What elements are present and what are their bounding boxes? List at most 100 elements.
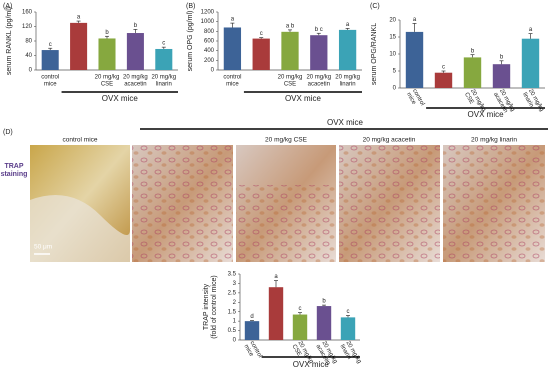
- y-axis-label: TRAP intensity(fold of control mice): [203, 275, 218, 338]
- bar: [310, 35, 328, 70]
- bar: [434, 72, 453, 88]
- group-label: OVX mice: [293, 360, 330, 369]
- significance-letter: c: [299, 306, 302, 312]
- y-tick-label: 0: [393, 86, 397, 92]
- panel-label: (B): [186, 3, 195, 10]
- bar: [126, 33, 144, 70]
- y-tick-label: 400: [204, 48, 215, 54]
- scale-bar-label: 50 μm: [34, 244, 52, 251]
- x-tick-label: 20 mg/kglinarin: [339, 340, 363, 368]
- significance-letter: b: [105, 30, 109, 36]
- group-label: OVX mice: [102, 94, 139, 103]
- y-axis-label: serum RANKL (pg/ml): [6, 7, 13, 75]
- y-tick-label: 0: [211, 68, 215, 74]
- significance-letter: c: [162, 41, 165, 47]
- photo-label: 20 mg/kg CSE: [265, 137, 308, 144]
- photo-panel: [30, 128, 548, 262]
- significance-letter: b c: [315, 27, 323, 33]
- bar: [98, 38, 116, 70]
- significance-letter: a: [231, 17, 235, 23]
- photo-label: 20 mg/kg linarin: [471, 137, 517, 144]
- y-tick-label: 0: [233, 338, 237, 344]
- significance-letter: a: [346, 22, 350, 28]
- photo-detail: [443, 145, 545, 262]
- bar: [492, 64, 511, 88]
- significance-letter: c: [260, 31, 263, 37]
- bar: [155, 48, 173, 70]
- x-tick-label: controlmice: [405, 88, 425, 110]
- bar: [281, 31, 299, 70]
- photo-detail: [339, 145, 440, 262]
- significance-letter: c: [347, 309, 350, 315]
- y-tick-label: 10: [389, 52, 396, 58]
- bar: [338, 29, 357, 71]
- y-tick-label: 15: [389, 35, 396, 41]
- group-label: OVX mice: [468, 110, 505, 119]
- significance-letter: a: [413, 17, 417, 23]
- y-tick-label: 200: [204, 58, 215, 64]
- y-tick-label: 5: [393, 69, 397, 75]
- bar: [41, 50, 59, 70]
- y-tick-label: 3.5: [228, 272, 237, 278]
- y-tick-label: 600: [204, 39, 215, 45]
- bar: [244, 321, 260, 340]
- photo-label: control mice: [62, 137, 97, 144]
- y-tick-label: 2.5: [228, 290, 237, 296]
- y-tick-label: 800: [204, 29, 215, 35]
- bar: [223, 27, 242, 70]
- significance-letter: d: [250, 314, 253, 320]
- bar: [70, 22, 88, 70]
- y-tick-label: 3: [233, 281, 237, 287]
- y-tick-label: 160: [22, 10, 33, 16]
- significance-letter: c: [442, 65, 445, 71]
- y-tick-label: 0: [29, 68, 33, 74]
- group-label: OVX mice: [285, 94, 322, 103]
- y-tick-label: 0.5: [228, 328, 237, 334]
- significance-letter: b: [500, 54, 504, 60]
- bar: [340, 317, 356, 340]
- y-tick-label: 120: [22, 24, 33, 30]
- significance-letter: b: [134, 23, 138, 29]
- panel-label: (A): [3, 3, 12, 10]
- y-axis-label: serum OPG (pg/ml): [187, 11, 194, 72]
- bar: [316, 306, 332, 340]
- panel-label: (C): [370, 3, 380, 10]
- y-axis-label: serum OPG/RANKL: [371, 23, 378, 85]
- x-tick-label: 20 mg/kglinarin: [521, 88, 545, 116]
- y-tick-label: 20: [389, 18, 396, 24]
- y-tick-label: 1200: [201, 10, 215, 16]
- bar: [521, 38, 540, 88]
- y-tick-label: 40: [25, 53, 32, 59]
- y-tick-label: 1.5: [228, 309, 237, 315]
- panel-label: (D): [3, 129, 13, 136]
- group-label: OVX mice: [327, 118, 364, 127]
- photo-detail: [236, 185, 336, 262]
- photo-detail: [30, 195, 130, 262]
- significance-letter: a: [77, 15, 81, 21]
- significance-letter: a b: [286, 23, 295, 29]
- photo-label: 20 mg/kg acacetin: [363, 137, 416, 144]
- bar: [405, 31, 424, 88]
- significance-letter: c: [49, 42, 52, 48]
- bar: [463, 57, 482, 88]
- stain-label: TRAP staining: [1, 163, 28, 178]
- y-tick-label: 2: [233, 300, 237, 306]
- y-tick-label: 1000: [201, 19, 215, 25]
- significance-letter: a: [274, 274, 278, 280]
- bar: [268, 287, 284, 340]
- y-tick-label: 80: [25, 39, 32, 45]
- y-tick-label: 1: [233, 319, 237, 325]
- bar: [292, 314, 308, 340]
- significance-letter: b: [471, 48, 475, 54]
- x-tick-label: controlmice: [243, 340, 263, 362]
- significance-letter: b: [322, 299, 326, 305]
